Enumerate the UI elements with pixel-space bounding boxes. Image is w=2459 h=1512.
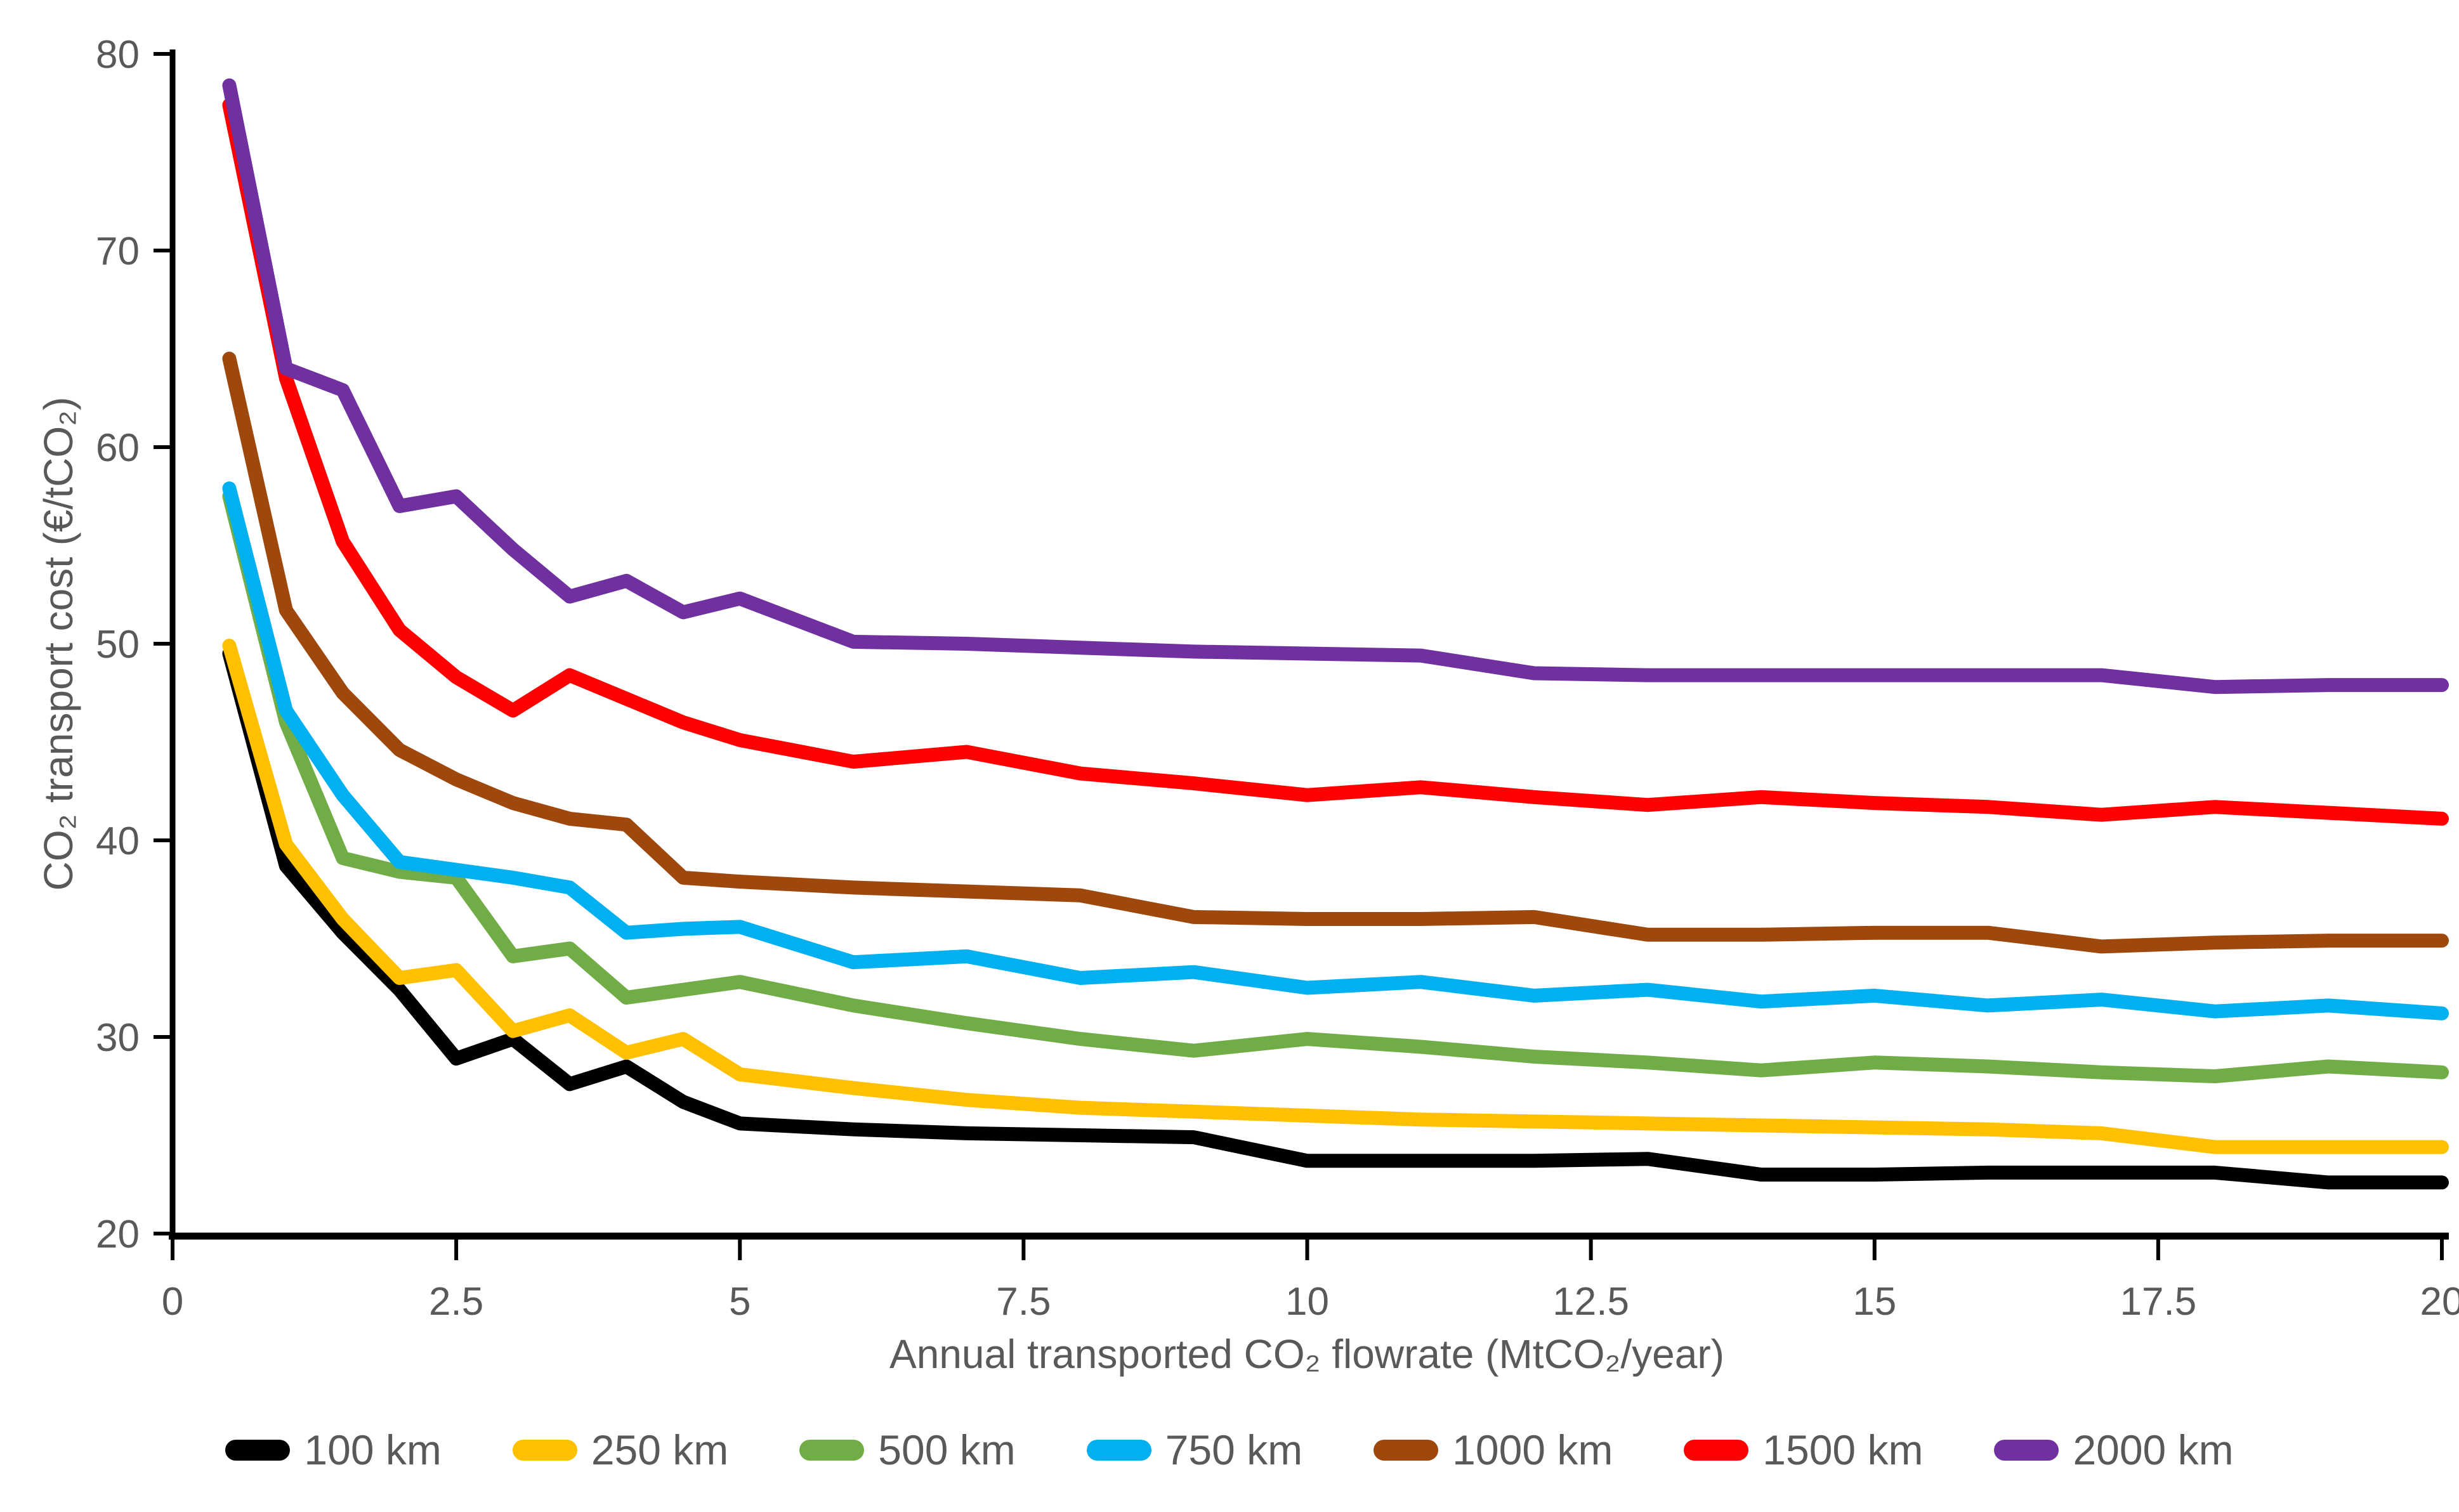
x-tick-label: 15 — [1852, 1280, 1896, 1324]
legend-label: 250 km — [591, 1426, 729, 1473]
y-tick-label: 60 — [96, 426, 140, 470]
legend-swatch-icon — [1994, 1439, 2059, 1461]
legend-item-250-km: 250 km — [512, 1426, 729, 1474]
x-axis-title: Annual transported CO₂ flowrate (MtCO₂/y… — [889, 1331, 1724, 1377]
series-line-500-km — [222, 489, 2449, 1083]
legend-item-750-km: 750 km — [1086, 1426, 1303, 1474]
legend-swatch-icon — [512, 1439, 577, 1461]
legend-item-2000-km: 2000 km — [1994, 1426, 2234, 1474]
legend-swatch-icon — [799, 1439, 865, 1461]
y-tick-label: 80 — [96, 33, 140, 77]
y-tick-label: 50 — [96, 623, 140, 667]
x-tick-label: 10 — [1285, 1280, 1329, 1324]
series-line-2000-km — [222, 78, 2449, 694]
y-axis-title: CO₂ transport cost (€/tCO₂) — [36, 396, 81, 891]
x-tick-label: 2.5 — [429, 1280, 483, 1324]
x-tick-label: 12.5 — [1552, 1280, 1629, 1324]
series-line-1000-km — [222, 351, 2449, 954]
series-line-100-km — [222, 646, 2449, 1190]
x-tick-label: 20 — [2420, 1280, 2459, 1324]
series-line-250-km — [222, 639, 2449, 1154]
series-line-750-km — [222, 481, 2449, 1020]
legend-label: 2000 km — [2073, 1426, 2234, 1473]
y-tick-label: 70 — [96, 230, 140, 273]
legend-label: 500 km — [878, 1426, 1016, 1473]
legend-label: 1000 km — [1452, 1426, 1613, 1473]
series-line-1500-km — [222, 98, 2449, 826]
legend-item-100-km: 100 km — [225, 1426, 442, 1474]
legend-swatch-icon — [225, 1439, 291, 1461]
legend: 100 km 250 km 500 km 750 km 1000 km 1500 km 20… — [0, 1426, 2459, 1474]
legend-item-500-km: 500 km — [799, 1426, 1016, 1474]
legend-item-1000-km: 1000 km — [1374, 1426, 1613, 1474]
legend-item-1500-km: 1500 km — [1684, 1426, 1923, 1474]
x-tick-label: 0 — [162, 1280, 183, 1324]
y-tick-label: 30 — [96, 1016, 140, 1060]
x-tick-label: 5 — [729, 1280, 751, 1324]
legend-swatch-icon — [1374, 1439, 1439, 1461]
legend-label: 1500 km — [1762, 1426, 1924, 1473]
legend-label: 750 km — [1165, 1426, 1303, 1473]
y-tick-label: 40 — [96, 819, 140, 863]
y-tick-label: 20 — [96, 1213, 140, 1256]
legend-swatch-icon — [1684, 1439, 1749, 1461]
x-tick-label: 7.5 — [996, 1280, 1051, 1324]
legend-swatch-icon — [1086, 1439, 1151, 1461]
x-tick-label: 17.5 — [2120, 1280, 2197, 1324]
legend-label: 100 km — [304, 1426, 442, 1473]
